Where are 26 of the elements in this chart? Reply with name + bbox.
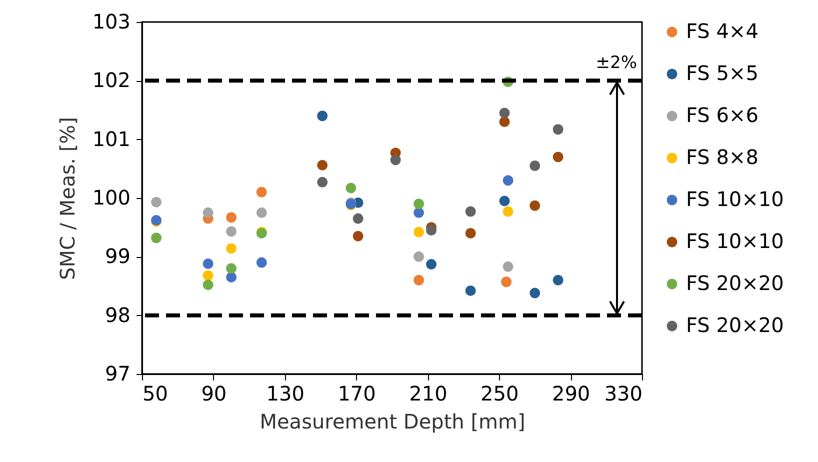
legend-label: FS 10×10 [686,229,784,253]
y-axis-title: SMC / Meas. [%] [55,117,80,280]
legend-label: FS 20×20 [686,313,784,337]
x-tick-label: 290 [552,382,590,406]
x-tick-label: 170 [338,382,376,406]
legend-label: FS 20×20 [686,271,784,295]
x-tick-label: 210 [409,382,448,406]
x-axis-title: Measurement Depth [mm] [260,410,526,434]
legend-label: FS 10×10 [686,187,784,211]
legend-label: FS 8×8 [686,145,758,169]
annotation: ±2% [596,53,637,73]
y-tick-label: 102 [92,68,130,92]
x-tick-label: 330 [604,382,642,406]
x-tick-label: 50 [142,382,168,406]
x-tick-label: 90 [201,382,227,406]
y-tick-label: 98 [105,302,130,327]
x-tick-label: 250 [480,382,519,406]
x-tick-label: 130 [266,382,304,406]
y-tick-label: 101 [92,126,130,151]
y-tick-label: 103 [92,10,130,34]
y-tick-label: 99 [105,244,130,268]
legend-label: FS 4×4 [686,19,758,43]
y-tick-label: 97 [105,362,130,386]
legend-label: FS 6×6 [686,103,758,127]
y-tick-label: 100 [92,186,130,210]
legend-label: FS 5×5 [686,61,758,85]
